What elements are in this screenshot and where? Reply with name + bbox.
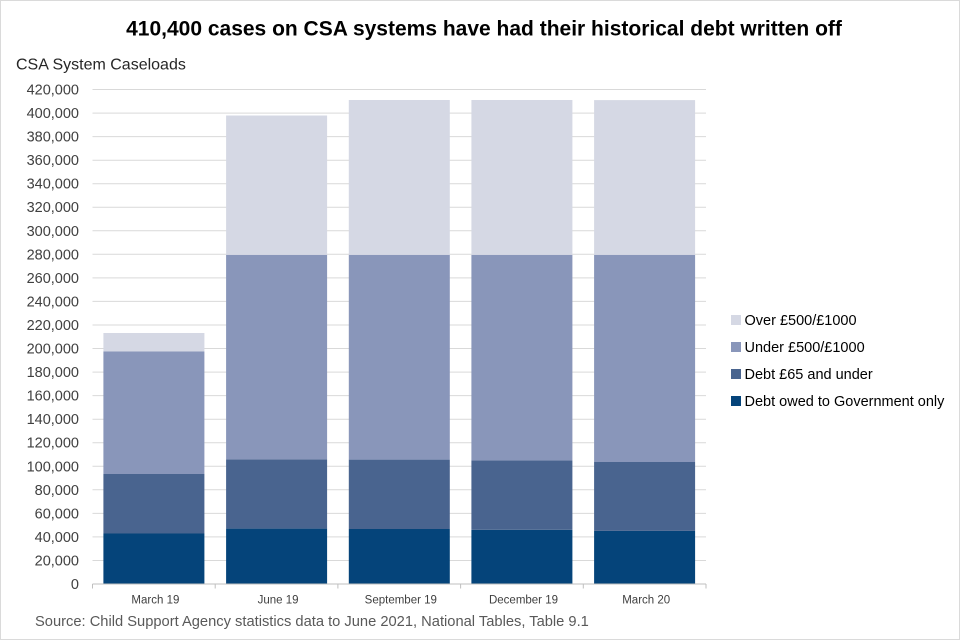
svg-text:Over £500/£1000: Over £500/£1000 <box>745 313 857 329</box>
svg-text:300,000: 300,000 <box>27 224 79 240</box>
svg-text:Under £500/£1000: Under £500/£1000 <box>745 340 865 356</box>
svg-text:360,000: 360,000 <box>27 153 79 169</box>
svg-text:60,000: 60,000 <box>35 506 79 522</box>
svg-text:Debt owed to Government only: Debt owed to Government only <box>745 394 946 410</box>
svg-text:Source: Child Support Agency s: Source: Child Support Agency statistics … <box>35 614 589 630</box>
svg-text:40,000: 40,000 <box>35 530 79 546</box>
svg-text:200,000: 200,000 <box>27 342 79 358</box>
svg-text:260,000: 260,000 <box>27 271 79 287</box>
svg-text:280,000: 280,000 <box>27 247 79 263</box>
svg-text:320,000: 320,000 <box>27 200 79 216</box>
svg-text:20,000: 20,000 <box>35 554 79 570</box>
svg-text:March 20: March 20 <box>622 595 670 607</box>
svg-text:140,000: 140,000 <box>27 412 79 428</box>
svg-text:420,000: 420,000 <box>27 83 79 99</box>
svg-text:September 19: September 19 <box>365 595 437 607</box>
svg-text:240,000: 240,000 <box>27 294 79 310</box>
svg-text:400,000: 400,000 <box>27 106 79 122</box>
svg-text:340,000: 340,000 <box>27 177 79 193</box>
svg-text:80,000: 80,000 <box>35 483 79 499</box>
svg-text:December 19: December 19 <box>489 595 558 607</box>
svg-text:0: 0 <box>71 577 79 593</box>
svg-text:180,000: 180,000 <box>27 365 79 381</box>
svg-text:Debt £65 and under: Debt £65 and under <box>745 367 873 383</box>
svg-text:380,000: 380,000 <box>27 130 79 146</box>
svg-text:March 19: March 19 <box>131 595 179 607</box>
svg-text:100,000: 100,000 <box>27 459 79 475</box>
svg-text:June 19: June 19 <box>258 595 299 607</box>
svg-text:CSA System Caseloads: CSA System Caseloads <box>16 57 186 74</box>
svg-text:120,000: 120,000 <box>27 436 79 452</box>
svg-text:410,400 cases on CSA systems h: 410,400 cases on CSA systems have had th… <box>126 18 843 41</box>
svg-text:160,000: 160,000 <box>27 389 79 405</box>
svg-text:220,000: 220,000 <box>27 318 79 334</box>
